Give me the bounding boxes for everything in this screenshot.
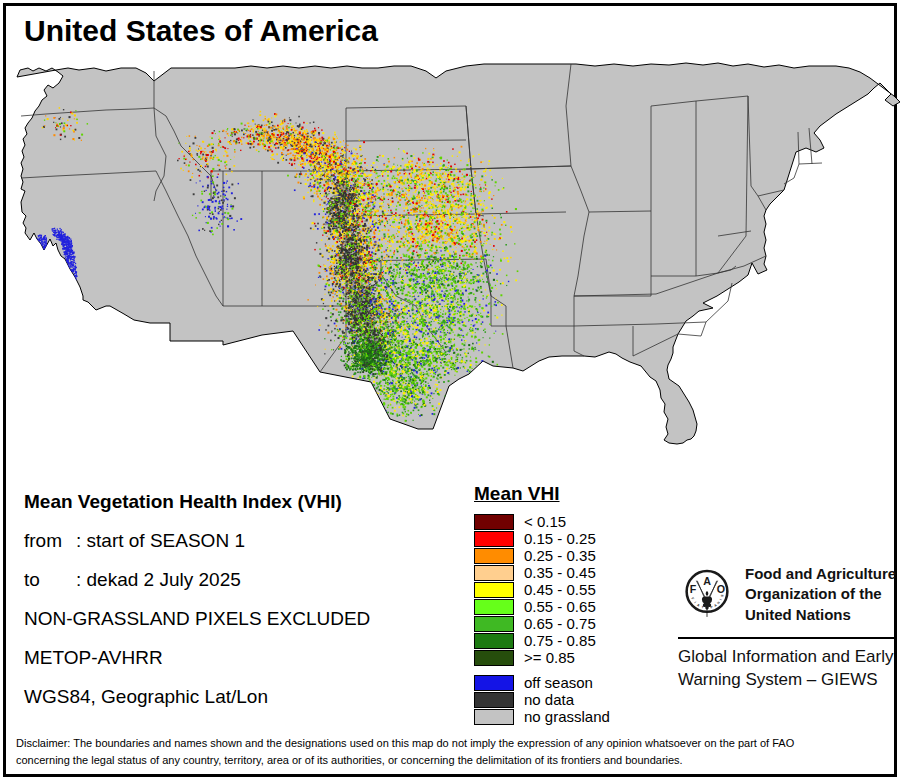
svg-text:O: O: [717, 583, 725, 595]
svg-text:N: N: [716, 600, 721, 605]
svg-text:I: I: [693, 601, 697, 604]
svg-text:F: F: [690, 583, 697, 595]
svg-text:I: I: [719, 598, 723, 601]
svg-text:A: A: [703, 575, 711, 587]
svg-text:A: A: [696, 603, 701, 608]
svg-text:F: F: [690, 597, 694, 600]
svg-text:T: T: [701, 605, 704, 609]
svg-text:P: P: [710, 605, 714, 610]
